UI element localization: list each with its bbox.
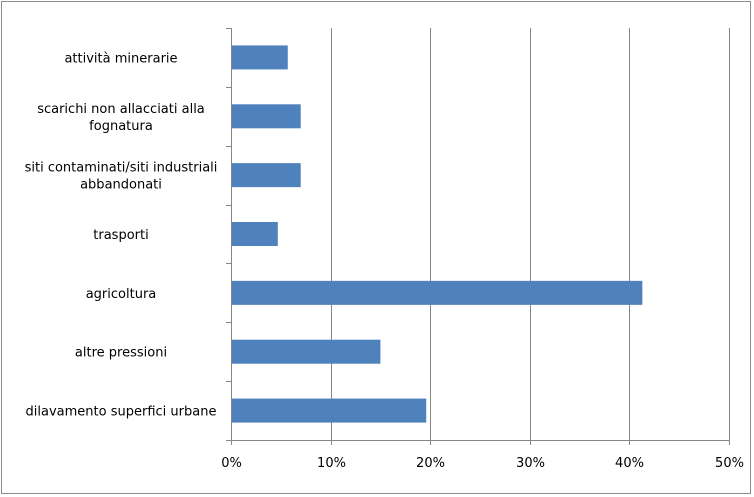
category-label: dilavamento superfici urbane bbox=[26, 405, 217, 420]
x-tick-labels: 0% 10% 20% 30% 40% 50% bbox=[221, 456, 744, 471]
x-tick-label: 30% bbox=[516, 456, 545, 471]
x-tick-label: 50% bbox=[715, 456, 744, 471]
category-label-line: agricoltura bbox=[86, 287, 157, 302]
category-label-line: fognatura bbox=[89, 119, 153, 134]
bar bbox=[232, 45, 288, 70]
category-label: siti contaminati/siti industriali abbando… bbox=[25, 161, 218, 193]
category-label: attività minerarie bbox=[64, 51, 177, 66]
bars bbox=[232, 45, 643, 423]
bar bbox=[232, 398, 427, 423]
category-label-line: abbandonati bbox=[80, 178, 162, 193]
category-labels: attività minerarie scarichi non allacciat… bbox=[25, 51, 218, 419]
category-label: altre pressioni bbox=[75, 346, 167, 361]
category-label-line: siti contaminati/siti industriali bbox=[25, 161, 218, 176]
category-label-line: dilavamento superfici urbane bbox=[26, 405, 217, 420]
bar bbox=[232, 104, 301, 129]
bar bbox=[232, 222, 278, 246]
x-tick-label: 10% bbox=[317, 456, 346, 471]
x-tick-label: 40% bbox=[615, 456, 644, 471]
axes bbox=[226, 28, 730, 445]
bar bbox=[232, 163, 301, 188]
category-label: agricoltura bbox=[86, 287, 157, 302]
x-tick-label: 20% bbox=[416, 456, 445, 471]
category-label: scarichi non allacciati alla fognatura bbox=[37, 102, 205, 134]
category-label-line: scarichi non allacciati alla bbox=[37, 102, 205, 117]
category-label-line: attività minerarie bbox=[64, 51, 177, 66]
category-label: trasporti bbox=[93, 228, 148, 243]
bar bbox=[232, 339, 381, 364]
bar bbox=[232, 280, 643, 305]
category-label-line: altre pressioni bbox=[75, 346, 167, 361]
gridlines bbox=[331, 28, 730, 440]
x-tick-label: 0% bbox=[221, 456, 242, 471]
category-label-line: trasporti bbox=[93, 228, 148, 243]
